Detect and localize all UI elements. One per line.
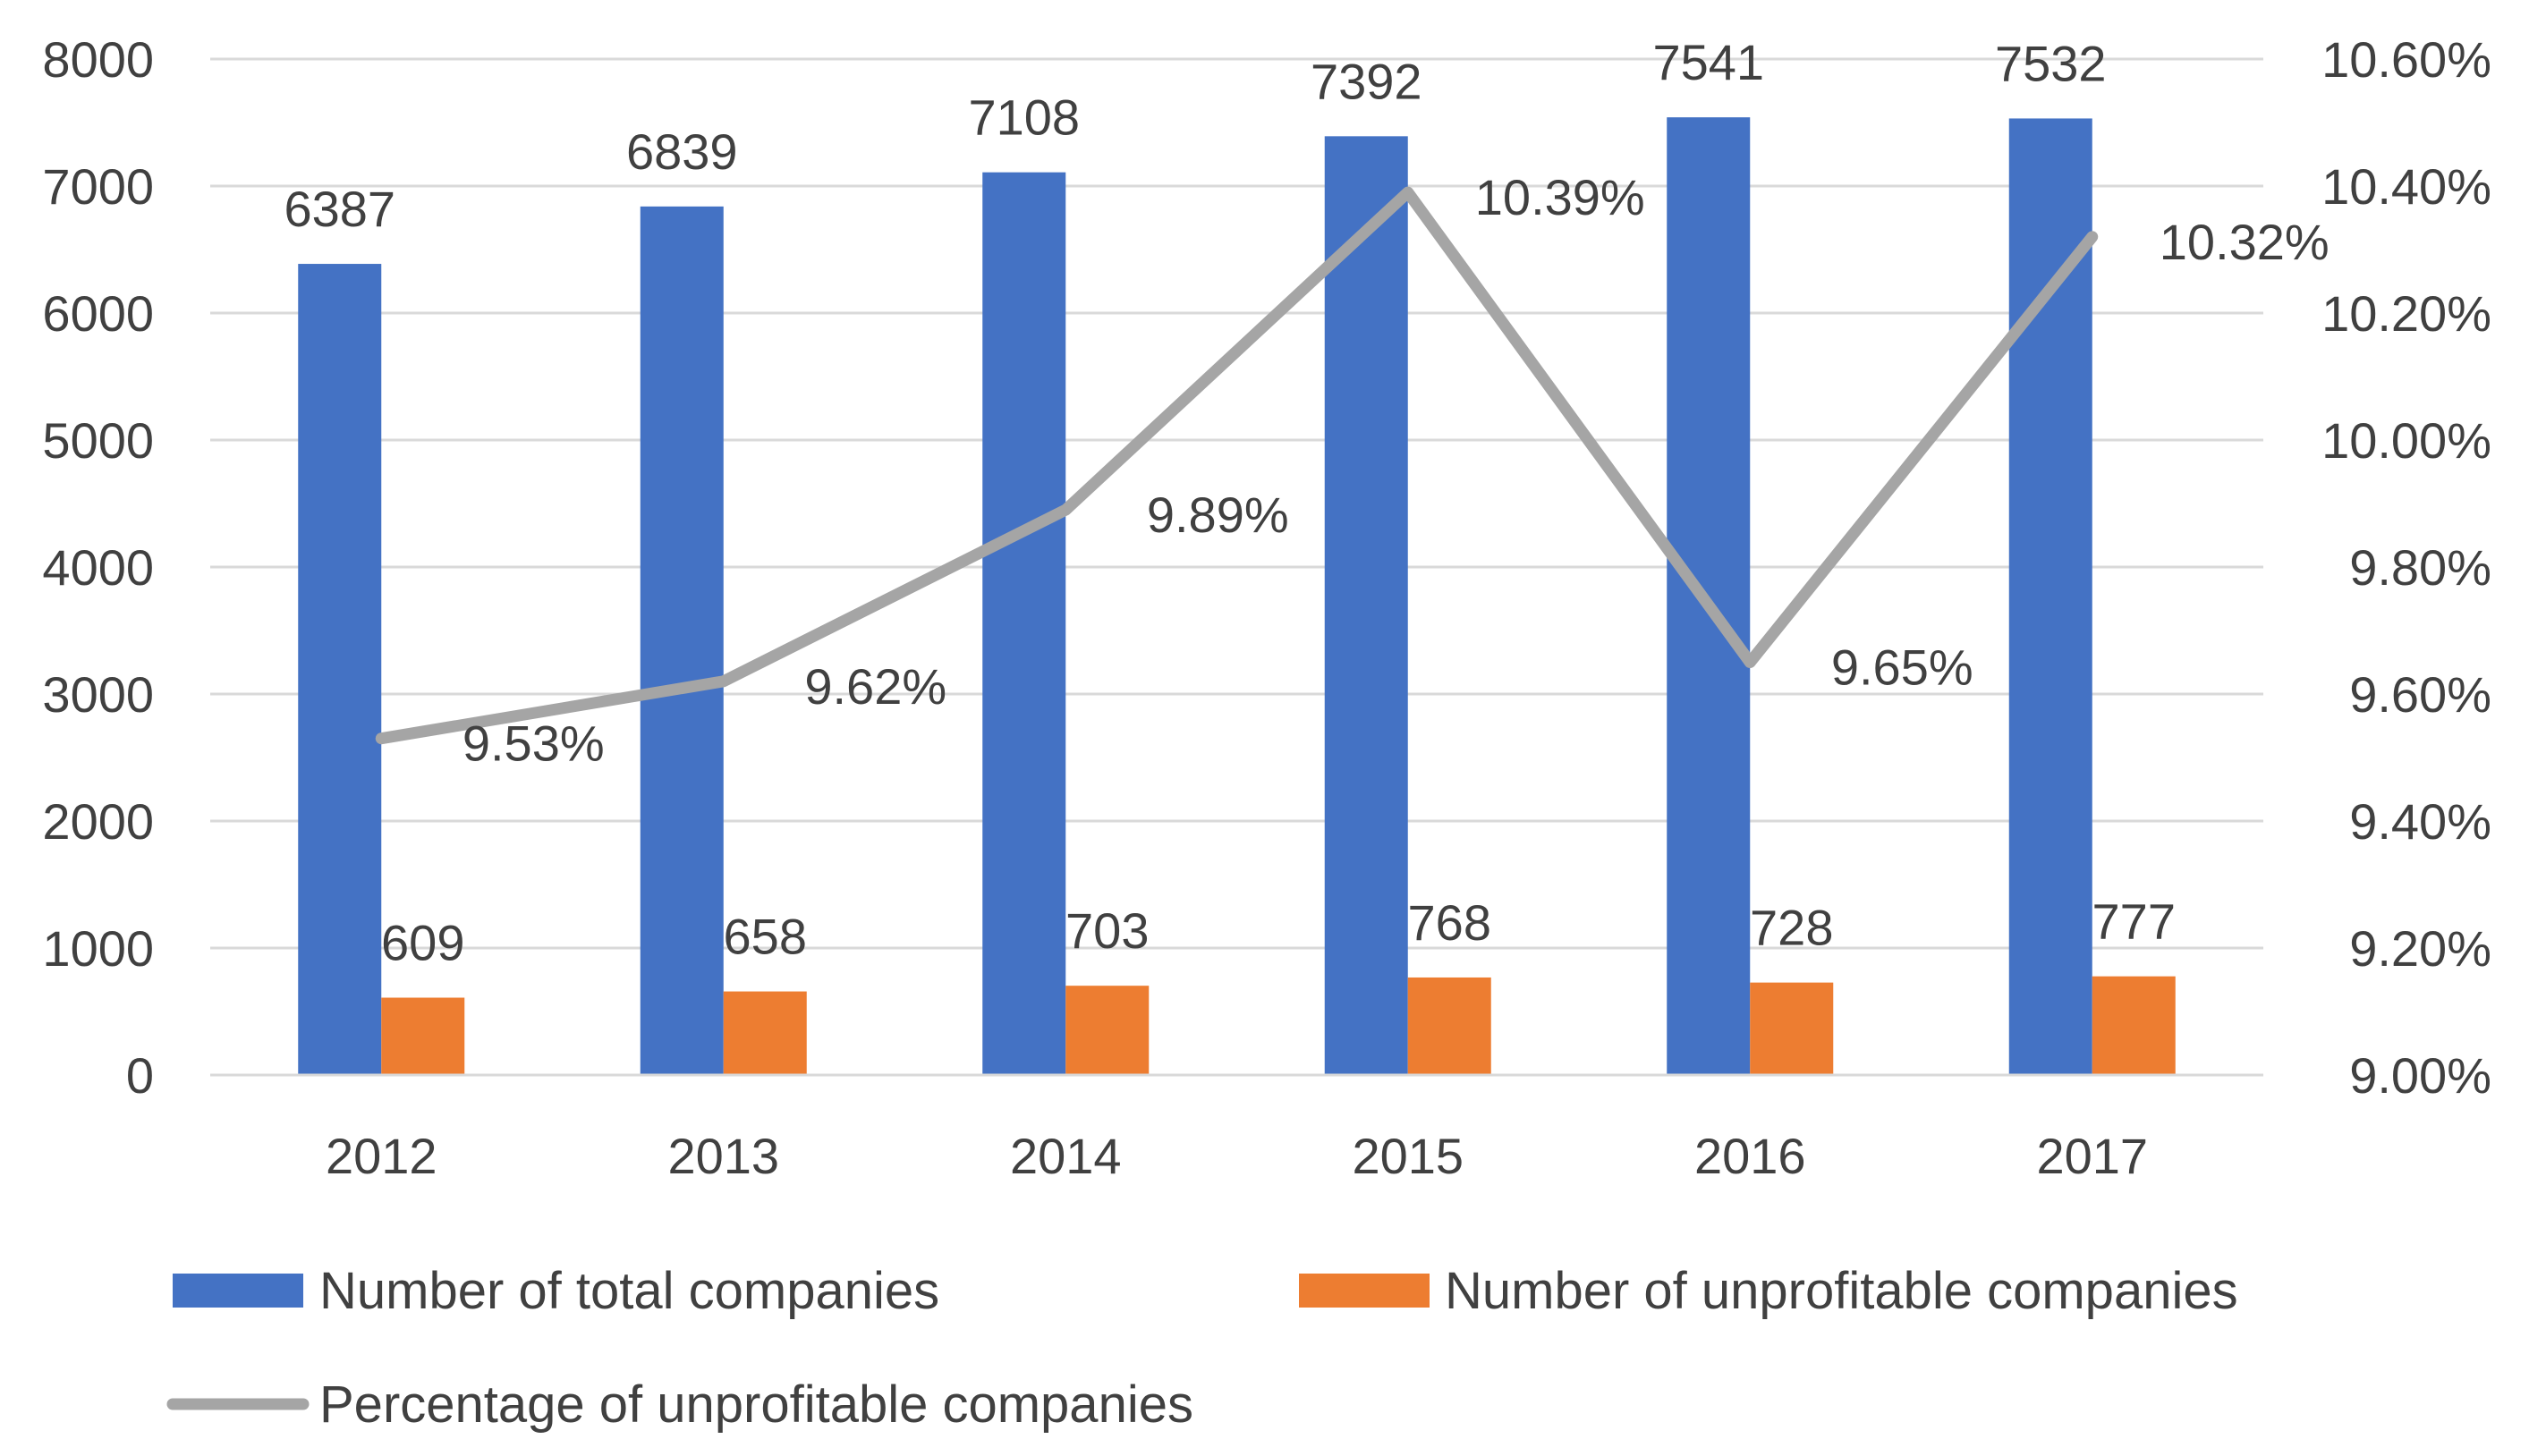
data-label-total: 6839 (626, 123, 738, 180)
data-label-unprofitable: 703 (1065, 902, 1149, 959)
bar-total-companies (1324, 136, 1408, 1076)
data-label-unprofitable: 609 (381, 915, 464, 971)
data-label-total: 7108 (968, 89, 1080, 146)
y-right-tick-label: 10.40% (2321, 158, 2491, 215)
bar-total-companies (982, 172, 1066, 1075)
legend-label-unprofitable: Number of unprofitable companies (1445, 1262, 2238, 1320)
y-left-tick-label: 0 (126, 1047, 154, 1104)
y-right-tick-label: 9.40% (2349, 793, 2491, 850)
data-label-unprofitable: 777 (2092, 893, 2176, 950)
bars (298, 117, 2176, 1076)
data-label-unprofitable: 768 (1408, 894, 1491, 951)
y-left-tick-label: 2000 (42, 793, 154, 850)
legend-item-unprofitable: Number of unprofitable companies (1299, 1262, 2238, 1320)
y-left-tick-label: 1000 (42, 920, 154, 977)
x-tick-label: 2016 (1694, 1128, 1806, 1184)
data-label-total: 7541 (1652, 34, 1764, 90)
y-left-tick-label: 7000 (42, 158, 154, 215)
legend-item-percentage: Percentage of unprofitable companies (166, 1376, 1193, 1434)
y-right-tick-label: 9.60% (2349, 666, 2491, 723)
bar-unprofitable-companies (723, 991, 807, 1075)
y-right-tick-label: 10.00% (2321, 412, 2491, 469)
line-series (375, 186, 2099, 745)
legend-swatch-total (173, 1274, 303, 1308)
line-percentage (375, 186, 2099, 745)
y-left-tick-label: 5000 (42, 412, 154, 469)
y-left-tick-label: 6000 (42, 285, 154, 342)
x-tick-label: 2012 (326, 1128, 437, 1184)
y-right-tick-label: 9.20% (2349, 920, 2491, 977)
data-label-percentage: 9.62% (804, 658, 946, 715)
data-labels: 6387 609 9.53% 6839 658 9.62% 7108 703 9.89% 7392… (284, 34, 2329, 970)
x-tick-label: 2017 (2036, 1128, 2148, 1184)
y-left-tick-label: 4000 (42, 539, 154, 596)
y-right-tick-label: 9.80% (2349, 539, 2491, 596)
bar-unprofitable-companies (2092, 976, 2176, 1075)
legend-label-total: Number of total companies (319, 1262, 939, 1320)
bar-unprofitable-companies (381, 997, 465, 1075)
axes: 0 1000 2000 3000 4000 5000 6000 7000 8000 9.00% 9.… (42, 31, 2491, 1184)
gridlines (210, 57, 2263, 1077)
legend-swatch-unprofitable (1299, 1274, 1430, 1308)
data-label-percentage: 10.39% (1475, 169, 1645, 225)
bar-unprofitable-companies (1750, 982, 1834, 1075)
legend-item-total: Number of total companies (173, 1262, 939, 1320)
data-label-total: 7532 (1995, 35, 2107, 91)
bar-total-companies (298, 264, 382, 1075)
data-label-unprofitable: 728 (1750, 900, 1833, 956)
data-label-total: 6387 (284, 181, 395, 237)
y-right-tick-label: 10.60% (2321, 31, 2491, 88)
data-label-percentage: 9.89% (1147, 487, 1289, 543)
y-right-tick-label: 9.00% (2349, 1047, 2491, 1104)
y-left-tick-label: 3000 (42, 666, 154, 723)
bar-total-companies (640, 206, 724, 1075)
data-label-total: 7392 (1311, 53, 1422, 109)
bar-total-companies (2008, 118, 2092, 1075)
bar-unprofitable-companies (1065, 986, 1150, 1075)
x-tick-label: 2013 (667, 1128, 779, 1184)
y-left-tick-label: 8000 (42, 31, 154, 88)
data-label-percentage: 9.65% (1831, 639, 1973, 696)
x-tick-label: 2014 (1010, 1128, 1122, 1184)
x-tick-label: 2015 (1352, 1128, 1464, 1184)
y-right-tick-label: 10.20% (2321, 285, 2491, 342)
bar-unprofitable-companies (1407, 977, 1491, 1075)
legend: Number of total companies Number of unpro… (166, 1262, 2238, 1434)
data-label-percentage: 10.32% (2160, 214, 2330, 270)
data-label-unprofitable: 658 (724, 909, 807, 965)
data-label-percentage: 9.53% (463, 715, 605, 772)
legend-label-percentage: Percentage of unprofitable companies (319, 1376, 1193, 1434)
